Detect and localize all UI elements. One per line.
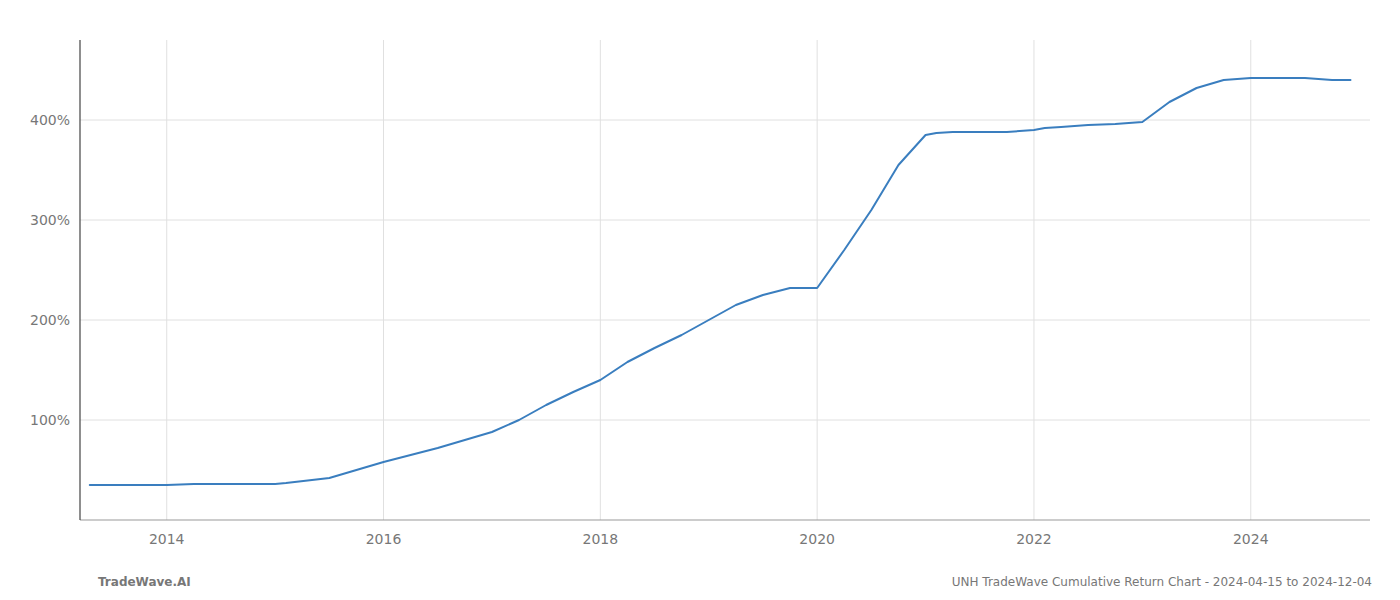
x-grid-line bbox=[1250, 40, 1251, 520]
x-grid-line bbox=[383, 40, 384, 520]
x-tick-label: 2014 bbox=[149, 531, 185, 547]
x-grid-line bbox=[817, 40, 818, 520]
y-grid-line bbox=[80, 320, 1370, 321]
y-grid-line bbox=[80, 420, 1370, 421]
x-grid-line bbox=[166, 40, 167, 520]
x-axis-line bbox=[80, 520, 1370, 521]
y-axis-line bbox=[79, 40, 80, 520]
y-tick-label: 400% bbox=[30, 112, 70, 128]
y-grid-line bbox=[80, 120, 1370, 121]
y-tick-label: 300% bbox=[30, 212, 70, 228]
x-tick-label: 2024 bbox=[1233, 531, 1269, 547]
y-grid-line bbox=[80, 220, 1370, 221]
footer-left: TradeWave.AI bbox=[98, 575, 191, 589]
x-grid-line bbox=[1033, 40, 1034, 520]
y-tick-label: 100% bbox=[30, 412, 70, 428]
footer-right: UNH TradeWave Cumulative Return Chart - … bbox=[952, 575, 1372, 589]
x-tick-label: 2016 bbox=[366, 531, 402, 547]
x-grid-line bbox=[600, 40, 601, 520]
chart-svg: 2014 2016 2018 2020 2022 2024 100% 200% 300% 400%… bbox=[0, 0, 1400, 600]
plot-area bbox=[90, 78, 1351, 485]
x-tick-label: 2018 bbox=[583, 531, 619, 547]
grid bbox=[80, 40, 1370, 520]
x-tick-label: 2022 bbox=[1016, 531, 1052, 547]
chart-container: 2014 2016 2018 2020 2022 2024 100% 200% 300% 400%… bbox=[0, 0, 1400, 600]
x-tick-label: 2020 bbox=[799, 531, 835, 547]
y-tick-label: 200% bbox=[30, 312, 70, 328]
data-line bbox=[90, 78, 1351, 485]
tick-labels: 2014 2016 2018 2020 2022 2024 100% 200% 300% 400% bbox=[30, 112, 1269, 547]
